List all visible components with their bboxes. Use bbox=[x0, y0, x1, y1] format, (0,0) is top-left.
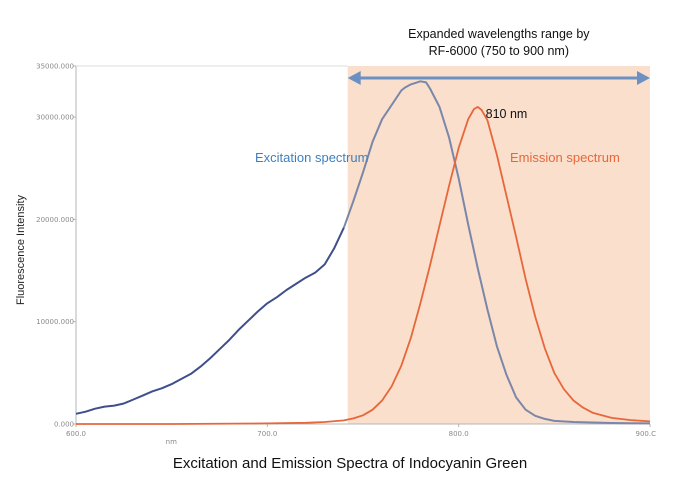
excitation-line-outside-band bbox=[75, 227, 345, 415]
range-arrow bbox=[347, 71, 650, 85]
arrow-head-right bbox=[637, 71, 650, 85]
y-tick-label: 35000.000 bbox=[36, 63, 74, 71]
tick-labels: 0.000 10000.000 20000.000 30000.000 35000.00… bbox=[36, 63, 656, 439]
chart-caption: Excitation and Emission Spectra of Indoc… bbox=[173, 455, 527, 472]
peak-annotation: 810 nm bbox=[486, 107, 528, 121]
arrow-head-left bbox=[347, 71, 361, 85]
x-tick-label: 700.0 bbox=[257, 430, 277, 438]
y-tick-label: 0.000 bbox=[54, 421, 74, 429]
y-tick-label: 20000.000 bbox=[36, 216, 74, 224]
excitation-series-label: Excitation spectrum bbox=[255, 150, 368, 165]
y-axis-label: Fluorescence Intensity bbox=[15, 194, 27, 305]
emission-line bbox=[76, 106, 651, 425]
emission-series-label: Emission spectrum bbox=[510, 150, 620, 165]
range-label-line1: Expanded wavelengths range by bbox=[408, 27, 590, 41]
range-label-line2: RF-6000 (750 to 900 nm) bbox=[429, 44, 569, 58]
x-axis-label: nm bbox=[166, 438, 177, 446]
excitation-line-inside-band bbox=[342, 80, 651, 425]
x-tick-label: 600.0 bbox=[66, 430, 86, 438]
series-layer bbox=[75, 80, 651, 425]
x-tick-label: 800.0 bbox=[449, 430, 469, 438]
x-tick-label: 900.C bbox=[636, 430, 657, 438]
y-tick-label: 30000.000 bbox=[36, 114, 74, 122]
expanded-range-band bbox=[347, 66, 650, 424]
y-tick-label: 10000.000 bbox=[36, 318, 74, 326]
